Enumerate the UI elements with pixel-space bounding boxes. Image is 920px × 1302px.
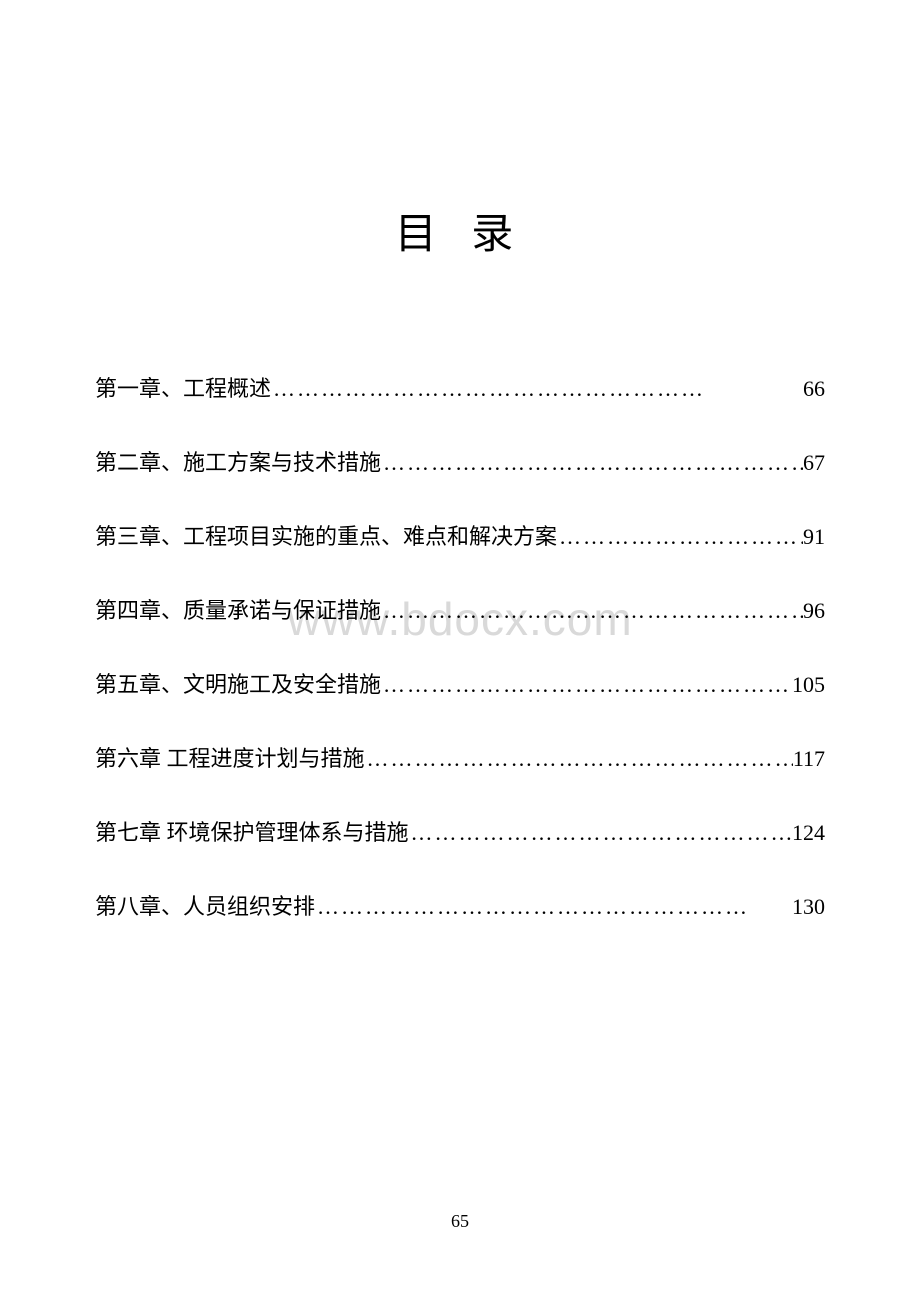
toc-leader-dots: ……………………………………………… <box>557 524 803 550</box>
toc-leader-dots: ……………………………………………… <box>365 746 793 772</box>
toc-entry: 第七章 环境保护管理体系与措施 ……………………………………………… 124 <box>95 815 825 847</box>
toc-entry: 第八章、人员组织安排 ……………………………………………… 130 <box>95 889 825 921</box>
toc-entry: 第二章、施工方案与技术措施 ……………………………………………… 67 <box>95 445 825 477</box>
toc-entry-label: 第六章 工程进度计划与措施 <box>95 741 365 773</box>
toc-entry-page: 91 <box>803 524 825 550</box>
toc-entry-label: 第一章、工程概述 <box>95 371 271 403</box>
toc-title: 目 录 <box>95 200 825 261</box>
page-number: 65 <box>451 1211 469 1232</box>
toc-entry-label: 第二章、施工方案与技术措施 <box>95 445 381 477</box>
toc-entry: 第五章、文明施工及安全措施 ……………………………………………… 105 <box>95 667 825 699</box>
toc-entry-page: 117 <box>793 746 825 772</box>
toc-entry-page: 66 <box>803 376 825 402</box>
toc-entry: 第六章 工程进度计划与措施 ……………………………………………… 117 <box>95 741 825 773</box>
toc-leader-dots: ……………………………………………… <box>409 820 792 846</box>
toc-leader-dots: ……………………………………………… <box>381 450 803 476</box>
toc-entry-label: 第八章、人员组织安排 <box>95 889 315 921</box>
toc-entry-label: 第三章、工程项目实施的重点、难点和解决方案 <box>95 519 557 551</box>
document-page: www.bdocx.com 目 录 第一章、工程概述 …………………………………… <box>0 0 920 1302</box>
toc-entry-label: 第四章、质量承诺与保证措施 <box>95 593 381 625</box>
toc-entry: 第一章、工程概述 ……………………………………………… 66 <box>95 371 825 403</box>
toc-entry-label: 第七章 环境保护管理体系与措施 <box>95 815 409 847</box>
toc-entry: 第四章、质量承诺与保证措施 ……………………………………………… 96 <box>95 593 825 625</box>
toc-leader-dots: ……………………………………………… <box>271 376 803 402</box>
toc-list: 第一章、工程概述 ……………………………………………… 66 第二章、施工方案与… <box>95 371 825 921</box>
toc-leader-dots: ……………………………………………… <box>315 894 792 920</box>
toc-entry-page: 67 <box>803 450 825 476</box>
toc-entry-page: 124 <box>792 820 825 846</box>
toc-entry-page: 96 <box>803 598 825 624</box>
toc-entry: 第三章、工程项目实施的重点、难点和解决方案 ………………………………………………… <box>95 519 825 551</box>
toc-leader-dots: ……………………………………………… <box>381 598 803 624</box>
toc-entry-label: 第五章、文明施工及安全措施 <box>95 667 381 699</box>
toc-entry-page: 130 <box>792 894 825 920</box>
page-content: 目 录 第一章、工程概述 ……………………………………………… 66 第二章、施… <box>95 200 825 921</box>
toc-entry-page: 105 <box>792 672 825 698</box>
toc-leader-dots: ……………………………………………… <box>381 672 792 698</box>
